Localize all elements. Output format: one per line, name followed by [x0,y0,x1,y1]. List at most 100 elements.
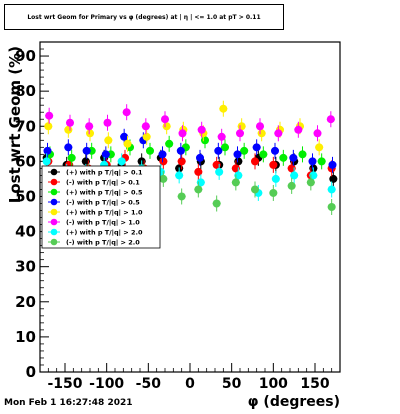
data-point [327,203,336,211]
legend-marker [50,168,58,176]
chart-title-box: Lost wrt Geom for Primary vs φ (degrees)… [4,4,284,30]
y-tick-label: 50 [15,187,36,205]
x-axis-title: φ (degrees) [248,394,340,410]
data-point [306,178,315,187]
legend-marker [50,188,58,196]
data-point [120,132,129,141]
data-point [251,185,259,194]
data-point [287,181,296,190]
legend-entry: (+) with p T/|q| > 1.0 [66,209,143,218]
data-point [146,146,154,155]
data-points [42,100,338,215]
data-point [201,136,209,145]
data-point [271,174,280,183]
data-point [82,146,91,155]
data-point [290,171,299,180]
legend-entry: (-) with p T/|q| > 1.0 [66,219,140,228]
data-point [177,157,186,166]
data-point [64,125,73,134]
data-point [194,167,203,176]
legend-entry: (-) with p T/|q| > 0.1 [66,179,140,188]
data-point [219,104,228,113]
data-point [104,136,113,145]
data-point [165,139,174,148]
y-tick-label: 20 [15,293,36,311]
data-point [233,150,242,159]
data-point [117,157,126,166]
data-point [177,192,186,201]
data-point [194,185,203,194]
data-point [85,122,94,131]
data-point [221,143,229,152]
legend-box [41,165,161,249]
data-point [141,122,150,131]
data-point [308,157,317,166]
data-point [274,129,283,138]
data-point [217,132,226,141]
data-point [176,146,185,155]
x-tick-label: 150 [300,376,329,392]
legend-entry: (-) with p T/|q| > 2.0 [66,239,140,248]
legend-entry: (+) with p T/|q| > 0.1 [66,169,143,178]
data-point [329,174,338,183]
data-point [86,129,94,138]
data-point [252,143,261,152]
data-point [196,153,204,162]
legend-marker [50,198,58,206]
data-point [43,146,52,155]
legend-entry: (+) with p T/|q| > 2.0 [66,229,143,238]
y-tick-label: 0 [26,363,36,381]
data-point [42,157,51,166]
data-point [103,118,112,127]
data-point [197,125,206,134]
y-tick-label: 30 [15,258,36,276]
legend-marker [50,218,58,226]
data-point [327,185,336,194]
data-point [326,115,335,124]
data-point [159,157,168,166]
chart-title: Lost wrt Geom for Primary vs φ (degrees)… [27,13,261,21]
y-tick-label: 70 [15,117,36,135]
series-3 [43,128,337,173]
x-tick-label: -100 [89,376,124,392]
x-tick-label: 50 [222,376,242,392]
x-tick-label: -50 [136,376,162,392]
x-tick-label: 0 [185,376,195,392]
legend-marker [50,208,58,216]
x-tick-label: 100 [259,376,288,392]
y-tick-label: 90 [15,47,36,65]
data-point [298,150,307,159]
data-point [237,122,246,131]
series-5 [45,104,335,145]
legend-entry: (+) with p T/|q| > 0.5 [66,189,143,198]
data-point [178,129,187,138]
legend-entry: (-) with p T/|q| > 0.5 [66,199,140,208]
data-point [289,153,298,162]
data-point [315,143,324,152]
y-tick-label: 80 [15,82,36,100]
y-tick-label: 40 [15,223,36,241]
data-point [122,108,131,117]
data-point [44,122,53,131]
y-axis-title: Lost wrt Geom (%) [6,46,24,203]
data-point [269,160,278,169]
data-point [294,125,303,134]
y-tick-label: 60 [15,152,36,170]
data-point [328,160,337,169]
legend-marker [50,228,58,236]
data-point [66,118,74,127]
data-point [212,199,221,208]
data-point [269,188,278,197]
data-point [123,139,132,148]
data-point [162,122,171,131]
data-point [317,157,326,166]
data-point [67,153,76,162]
data-point [142,132,151,141]
timestamp: Mon Feb 1 16:27:48 2021 [4,398,133,408]
data-point [231,178,240,187]
legend-marker [50,178,58,186]
data-point [256,122,264,131]
y-tick-label: 10 [15,328,36,346]
data-point [259,150,268,159]
